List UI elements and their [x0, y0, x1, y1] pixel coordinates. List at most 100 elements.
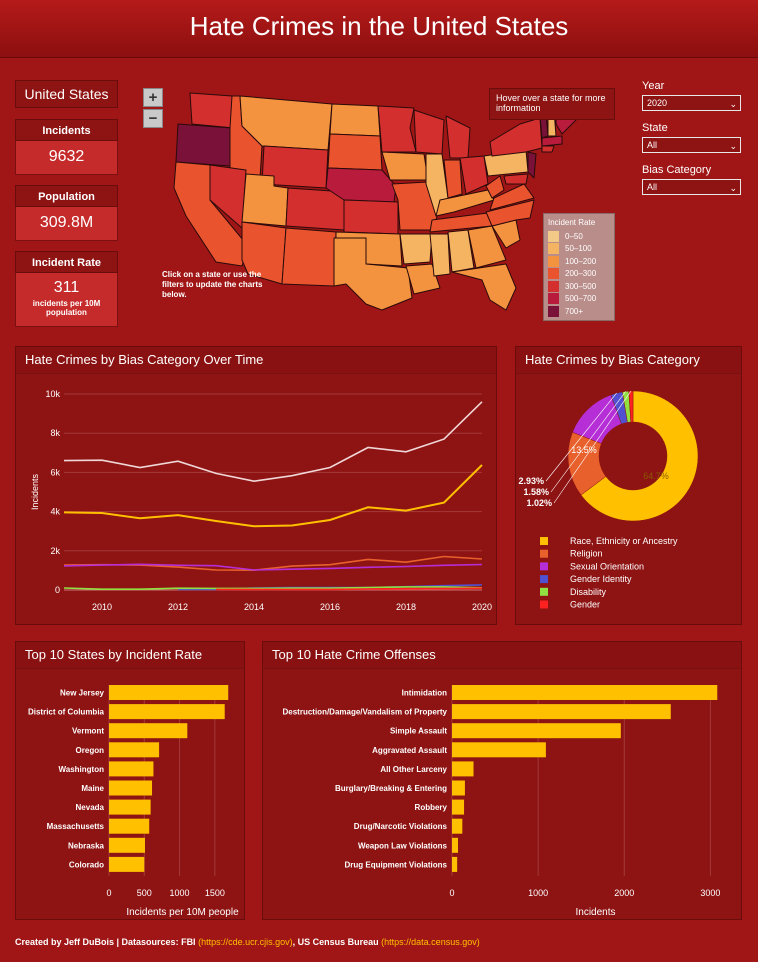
- state-select[interactable]: All ⌄: [642, 137, 741, 153]
- pie-slice: [628, 390, 634, 423]
- bar-category-label: District of Columbia: [28, 708, 105, 717]
- bar: [109, 723, 188, 739]
- rate-unit: incidents per 10M population: [32, 299, 101, 317]
- state-new-mexico: [281, 227, 337, 287]
- bar-category-label: All Other Larceny: [380, 765, 447, 774]
- state-connecticut: [541, 145, 555, 153]
- state-select-value: All: [647, 140, 658, 150]
- state-arizona: [241, 221, 287, 285]
- y-tick-label: 10k: [45, 389, 60, 399]
- state-virginia: [489, 183, 535, 211]
- bar-category-label: Oregon: [76, 746, 105, 755]
- chevron-down-icon: ⌄: [729, 99, 737, 109]
- rate-value: 311: [53, 279, 80, 296]
- bar: [452, 799, 465, 815]
- x-tick-label: 1000: [170, 888, 190, 898]
- pie-legend-label: Disability: [570, 587, 607, 597]
- page-header: Hate Crimes in the United States: [0, 0, 758, 58]
- fbi-link[interactable]: (https://cde.ucr.cjis.gov): [198, 937, 293, 947]
- incidents-value: 9632: [15, 141, 118, 175]
- map-legend-item: 0–50: [548, 230, 610, 243]
- bar: [452, 742, 546, 758]
- state-indiana: [443, 159, 463, 199]
- footer-text: Created by Jeff DuBois | Datasources: FB…: [15, 937, 199, 947]
- state-florida: [451, 263, 517, 311]
- map-legend-item: 50–100: [548, 243, 610, 256]
- series-line: [63, 586, 483, 590]
- pie-slice: [580, 390, 699, 522]
- pie-legend-label: Gender: [570, 600, 600, 610]
- state-minnesota: [377, 105, 417, 153]
- incidents-card: Incidents 9632: [15, 119, 118, 175]
- census-link[interactable]: (https://data.census.gov): [381, 937, 480, 947]
- chevron-down-icon: ⌄: [729, 141, 737, 151]
- bar-category-label: Maine: [81, 784, 104, 793]
- x-tick-label: 1500: [205, 888, 225, 898]
- bar-category-label: Massachusetts: [47, 822, 105, 831]
- pie-value-label: 1.58%: [523, 487, 549, 497]
- state-oregon: [175, 123, 233, 167]
- rate-label: Incident Rate: [15, 251, 118, 273]
- bar-category-label: Drug/Narcotic Violations: [354, 822, 448, 831]
- map-legend-item: 100–200: [548, 255, 610, 268]
- map-legend-swatch: [548, 268, 559, 280]
- map-legend-swatch: [548, 280, 559, 292]
- pie-chart-panel: Hate Crimes by Bias Category 64.7%16.2%1…: [515, 346, 742, 625]
- y-tick-label: 6k: [50, 467, 60, 477]
- offenses-chart-title: Top 10 Hate Crime Offenses: [263, 642, 741, 669]
- state-west-virginia: [485, 175, 505, 199]
- pie-value-label: 64.7%: [643, 471, 669, 481]
- map-legend: Incident Rate 0–50 50–100 100–200 200–300 30…: [543, 213, 615, 321]
- bar-category-label: Aggravated Assault: [372, 746, 447, 755]
- population-value: 309.8M: [15, 207, 118, 241]
- pie-chart-title: Hate Crimes by Bias Category: [516, 347, 741, 374]
- bar: [452, 685, 718, 700]
- bar: [452, 780, 465, 796]
- footer-credit: Created by Jeff DuBois | Datasources: FB…: [15, 937, 480, 947]
- pie-leader-line: [553, 390, 632, 504]
- map-legend-label: 300–500: [565, 281, 597, 291]
- bar: [109, 685, 229, 700]
- bar-category-label: Washington: [59, 765, 105, 774]
- bar: [452, 761, 474, 777]
- state-new-york: [489, 117, 543, 157]
- bias-select[interactable]: All ⌄: [642, 179, 741, 195]
- bar: [109, 799, 151, 815]
- bar: [109, 856, 145, 872]
- bias-select-value: All: [647, 182, 658, 192]
- map-legend-title: Incident Rate: [548, 218, 596, 227]
- x-axis-label: Incidents per 10M people: [126, 907, 239, 918]
- bar: [109, 761, 154, 777]
- zoom-in-button[interactable]: +: [143, 88, 163, 107]
- state-kansas: [343, 199, 399, 235]
- zoom-out-button[interactable]: −: [143, 109, 163, 128]
- offenses-chart-panel: Top 10 Hate Crime Offenses 0 1000 2000 3000…: [262, 641, 742, 920]
- location-label: United States: [15, 80, 118, 108]
- map-legend-item: 500–700: [548, 293, 610, 306]
- map-legend-swatch: [548, 230, 559, 242]
- offenses-bar-chart: 0 1000 2000 3000 Intimidation Destruction/Dam…: [283, 685, 720, 918]
- bar: [452, 704, 671, 720]
- pie-legend-label: Race, Ethnicity or Ancestry: [570, 536, 678, 546]
- map-legend-swatch: [548, 255, 559, 267]
- year-select[interactable]: 2020 ⌄: [642, 95, 741, 111]
- state-massachusetts: [541, 135, 563, 147]
- us-choropleth-map[interactable]: [170, 88, 600, 313]
- bar: [109, 780, 153, 796]
- pie-legend-swatch: [540, 562, 548, 571]
- bar: [109, 837, 145, 853]
- series-line: [63, 563, 483, 571]
- pie-legend-label: Sexual Orientation: [570, 561, 644, 571]
- pie-legend-swatch: [540, 549, 548, 558]
- map-legend-swatch: [548, 305, 559, 317]
- map-click-note: Click on a state or use the filters to u…: [162, 270, 263, 299]
- pie-legend-label: Religion: [570, 549, 603, 559]
- bar: [109, 742, 160, 758]
- map-legend-label: 200–300: [565, 269, 597, 279]
- bar-category-label: Vermont: [72, 727, 104, 736]
- y-tick-label: 0: [55, 585, 60, 595]
- state-arkansas: [399, 233, 433, 265]
- x-tick-label: 2000: [614, 888, 634, 898]
- state-maryland: [503, 173, 529, 185]
- x-tick-label: 2014: [244, 602, 264, 612]
